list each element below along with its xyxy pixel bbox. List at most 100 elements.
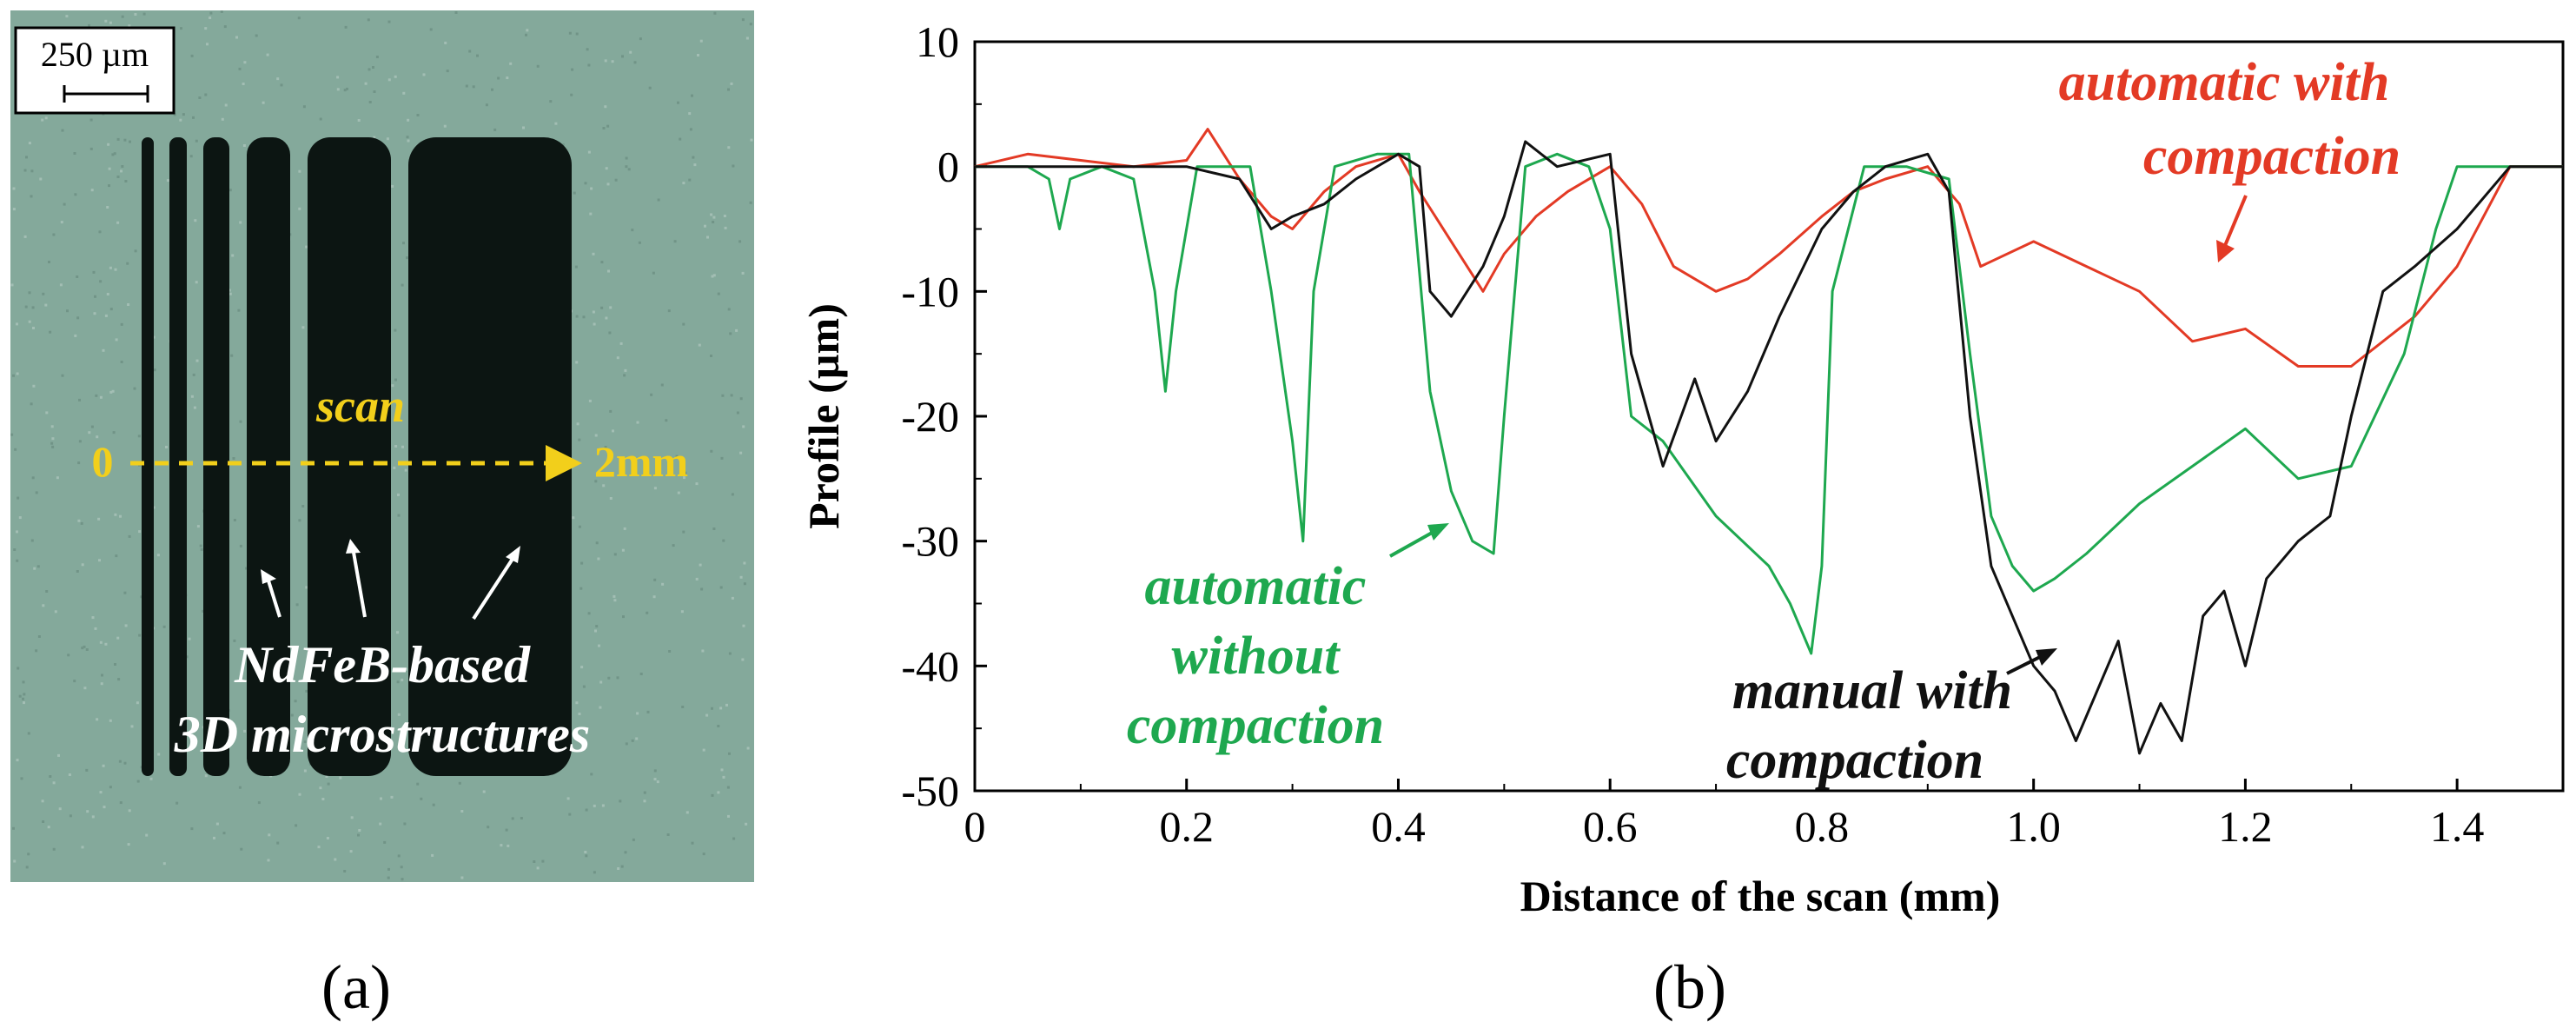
speckle-dot	[606, 124, 610, 128]
speckle-dot	[600, 261, 604, 264]
speckle-dot	[653, 778, 657, 781]
speckle-dot	[317, 846, 321, 849]
speckle-dot	[500, 844, 503, 847]
speckle-dot	[196, 525, 200, 528]
speckle-dot	[51, 445, 55, 448]
speckle-dot	[262, 101, 265, 104]
speckle-dot	[403, 822, 407, 826]
speckle-dot	[629, 50, 632, 54]
speckle-dot	[594, 480, 598, 483]
speckle-dot	[298, 207, 301, 210]
speckle-dot	[85, 648, 89, 651]
speckle-dot	[142, 12, 146, 16]
speckle-dot	[604, 446, 607, 448]
speckle-dot	[138, 634, 142, 637]
speckle-dot	[375, 56, 379, 58]
speckle-dot	[290, 713, 294, 717]
speckle-dot	[81, 846, 84, 849]
speckle-dot	[137, 435, 141, 438]
speckle-dot	[586, 48, 589, 51]
speckle-dot	[56, 476, 59, 480]
speckle-dot	[206, 43, 209, 46]
speckle-dot	[228, 289, 231, 292]
speckle-dot	[695, 482, 699, 486]
speckle-dot	[242, 144, 246, 147]
speckle-dot	[605, 316, 608, 320]
speckle-dot	[743, 561, 746, 565]
speckle-dot	[732, 164, 735, 168]
speckle-dot	[199, 544, 202, 547]
speckle-dot	[643, 791, 646, 794]
speckle-dot	[96, 435, 99, 439]
speckle-dot	[597, 557, 600, 561]
speckle-dot	[153, 368, 156, 372]
speckle-dot	[59, 283, 63, 287]
speckle-dot	[578, 438, 581, 441]
speckle-dot	[672, 544, 675, 547]
speckle-dot	[710, 213, 713, 216]
speckle-dot	[705, 713, 709, 717]
speckle-dot	[357, 833, 360, 837]
speckle-dot	[100, 682, 103, 686]
speckle-dot	[223, 25, 227, 29]
speckle-dot	[140, 595, 143, 599]
speckle-dot	[189, 155, 193, 158]
speckle-dot	[625, 165, 628, 169]
annotation-manual-with-line-2: compaction	[1726, 731, 1983, 790]
speckle-dot	[12, 208, 16, 211]
speckle-dot	[109, 21, 112, 24]
speckle-dot	[336, 88, 340, 91]
speckle-dot	[579, 587, 583, 590]
speckle-dot	[41, 799, 44, 803]
speckle-dot	[407, 139, 410, 143]
speckle-dot	[73, 680, 76, 683]
speckle-dot	[622, 615, 625, 619]
speckle-dot	[230, 354, 234, 357]
speckle-dot	[443, 124, 447, 128]
annotation-auto-with-line-1: automatic with	[2059, 53, 2390, 112]
speckle-dot	[188, 637, 191, 640]
speckle-dot	[120, 322, 123, 326]
speckle-dot	[123, 761, 127, 765]
x-tick-label: 1.0	[2006, 802, 2061, 851]
speckle-dot	[593, 322, 596, 326]
speckle-dot	[200, 547, 203, 551]
speckle-dot	[305, 245, 308, 249]
speckle-dot	[339, 776, 342, 780]
speckle-dot	[12, 374, 15, 377]
speckle-dot	[94, 295, 96, 298]
speckle-dot	[31, 306, 35, 309]
speckle-dot	[57, 753, 60, 757]
speckle-dot	[133, 387, 136, 390]
speckle-dot	[42, 292, 45, 295]
micrograph-panel: 250 µm scan 0 2mm NdFeB-based 3D microst…	[10, 10, 754, 1022]
speckle-dot	[594, 629, 597, 633]
speckle-dot	[698, 343, 701, 347]
speckle-dot	[711, 275, 714, 278]
speckle-dot	[61, 129, 64, 132]
speckle-dot	[89, 118, 93, 122]
speckle-dot	[179, 118, 182, 122]
speckle-dot	[12, 187, 16, 190]
speckle-dot	[574, 265, 578, 269]
speckle-dot	[536, 866, 540, 870]
speckle-dot	[601, 804, 605, 807]
speckle-dot	[739, 451, 743, 454]
speckle-dot	[162, 862, 166, 866]
speckle-dot	[50, 441, 54, 445]
speckle-dot	[730, 394, 733, 397]
speckle-dot	[301, 326, 305, 329]
speckle-dot	[568, 31, 572, 35]
speckle-dot	[396, 680, 400, 684]
speckle-dot	[422, 73, 426, 76]
speckle-dot	[592, 252, 595, 255]
speckle-dot	[120, 169, 123, 173]
speckle-dot	[397, 713, 401, 716]
speckle-dot	[604, 105, 607, 109]
speckle-dot	[549, 100, 553, 103]
speckle-dot	[699, 563, 702, 567]
speckle-dot	[386, 137, 389, 141]
speckle-dot	[77, 519, 81, 522]
speckle-dot	[688, 178, 692, 182]
